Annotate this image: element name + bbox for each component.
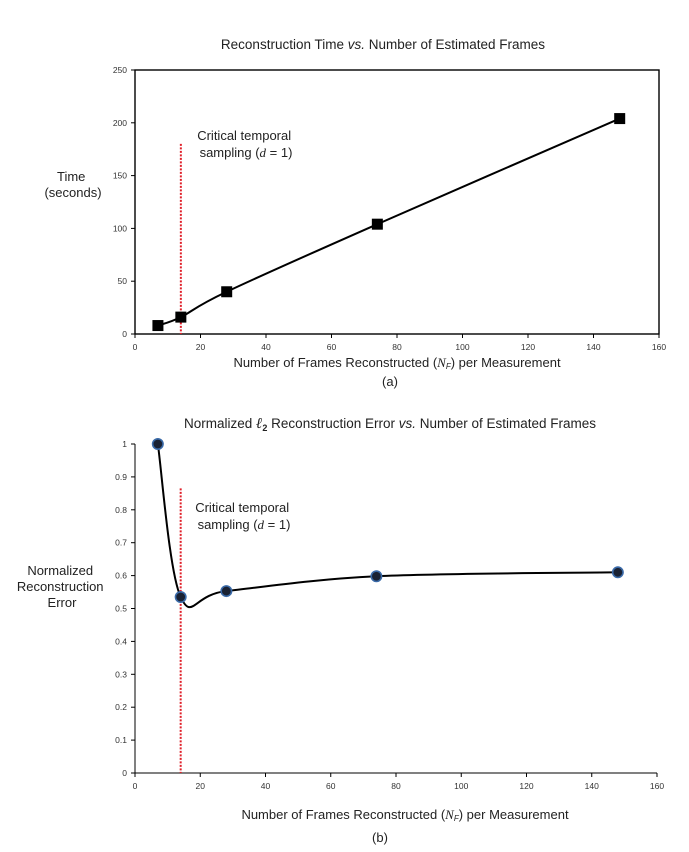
data-point-marker — [371, 218, 383, 230]
x-tick-label: 0 — [133, 781, 138, 791]
data-point-marker — [152, 320, 164, 332]
x-tick-label: 80 — [392, 342, 402, 352]
x-tick-label: 120 — [519, 781, 533, 791]
chart-a-plot-frame — [134, 69, 660, 335]
x-tick-label: 100 — [454, 781, 468, 791]
chart-a-title: Reconstruction Time vs. Number of Estima… — [221, 37, 545, 52]
y-tick-label: 0 — [122, 768, 127, 778]
x-tick-label: 140 — [586, 342, 600, 352]
chart-a-y-ticks: 0 50 100 150 200 250 — [113, 65, 135, 339]
chart-a-y-axis-label: Time (seconds) — [44, 169, 101, 200]
x-tick-label: 60 — [327, 342, 337, 352]
x-tick-label: 20 — [196, 342, 206, 352]
chart-b-title: Normalized ℓ2 Reconstruction Error vs. N… — [184, 416, 596, 433]
data-point-marker — [151, 437, 164, 450]
y-tick-label: 0.7 — [115, 538, 127, 548]
data-point-marker — [370, 570, 383, 583]
x-tick-label: 40 — [261, 781, 271, 791]
y-tick-label: 150 — [113, 171, 127, 181]
chart-a-x-ticks: 0 20 40 60 80 100 120 140 160 — [133, 334, 666, 352]
y-tick-label: 250 — [113, 65, 127, 75]
chart-b-series-line — [156, 443, 618, 609]
y-tick-label: 50 — [118, 276, 128, 286]
y-tick-label: 0.5 — [115, 604, 127, 614]
y-tick-label: 0.3 — [115, 669, 127, 679]
x-tick-label: 0 — [133, 342, 138, 352]
chart-a-caption: (a) — [382, 374, 398, 389]
chart-a-markers — [152, 113, 626, 332]
x-tick-label: 160 — [652, 342, 666, 352]
x-tick-label: 20 — [196, 781, 206, 791]
data-point-marker — [174, 590, 187, 603]
y-tick-label: 0.8 — [115, 505, 127, 515]
chart-a-x-axis-label: Number of Frames Reconstructed (NF) per … — [233, 355, 561, 371]
data-point-marker — [611, 566, 624, 579]
y-tick-label: 200 — [113, 118, 127, 128]
y-tick-label: 0.9 — [115, 472, 127, 482]
y-tick-label: 1 — [122, 439, 127, 449]
data-point-marker — [175, 311, 187, 323]
y-tick-label: 0.1 — [115, 735, 127, 745]
y-tick-label: 0.4 — [115, 636, 127, 646]
y-tick-label: 100 — [113, 223, 127, 233]
chart-a-annotation: Critical temporal sampling (d = 1) — [197, 128, 295, 160]
chart-a: Reconstruction Time vs. Number of Estima… — [44, 37, 666, 389]
y-tick-label: 0.6 — [115, 571, 127, 581]
chart-b-markers — [151, 437, 624, 603]
y-tick-label: 0 — [122, 329, 127, 339]
x-tick-label: 40 — [261, 342, 271, 352]
y-tick-label: 0.2 — [115, 702, 127, 712]
x-tick-label: 80 — [391, 781, 401, 791]
chart-b: Normalized ℓ2 Reconstruction Error vs. N… — [17, 416, 665, 845]
x-tick-label: 120 — [521, 342, 535, 352]
x-tick-label: 140 — [585, 781, 599, 791]
data-point-marker — [220, 585, 233, 598]
x-tick-label: 60 — [326, 781, 336, 791]
x-tick-label: 160 — [650, 781, 664, 791]
chart-b-y-axis-label: Normalized Reconstruction Error — [17, 563, 107, 610]
chart-b-caption: (b) — [372, 830, 388, 845]
x-tick-label: 100 — [455, 342, 469, 352]
chart-b-x-axis-label: Number of Frames Reconstructed (NF) per … — [241, 807, 569, 823]
chart-b-annotation: Critical temporal sampling (d = 1) — [195, 500, 293, 532]
data-point-marker — [614, 113, 626, 125]
chart-b-x-ticks: 0 20 40 60 80 100 120 140 160 — [133, 773, 664, 791]
data-point-marker — [221, 286, 233, 298]
chart-b-y-ticks: 0 0.1 0.2 0.3 0.4 0.5 0.6 0.7 0.8 0.9 1 — [115, 439, 135, 778]
